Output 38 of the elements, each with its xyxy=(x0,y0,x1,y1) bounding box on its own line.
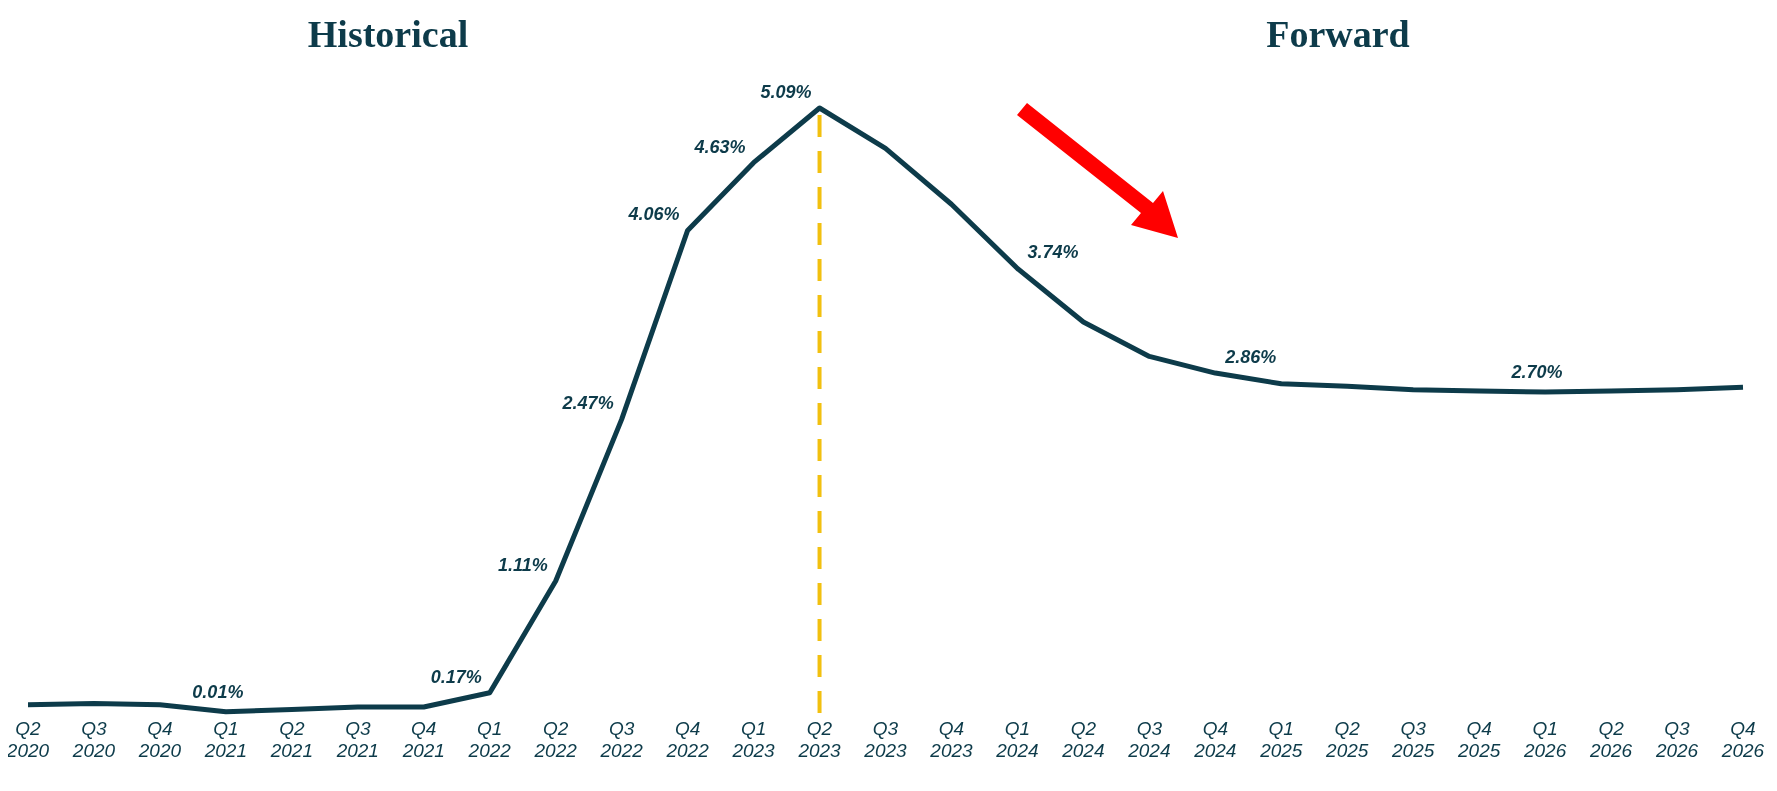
x-tick-label: Q4 2021 xyxy=(401,718,445,761)
data-label: 4.63% xyxy=(693,136,746,157)
x-tick-label: Q1 2022 xyxy=(467,718,512,761)
x-tick-label: Q3 2025 xyxy=(1391,718,1435,761)
x-tick-label: Q1 2023 xyxy=(731,718,776,761)
x-tick-label: Q2 2022 xyxy=(533,718,578,761)
data-label: 2.70% xyxy=(1510,362,1563,383)
x-tick-label: Q1 2025 xyxy=(1259,718,1303,761)
text: Historical xyxy=(306,12,470,56)
x-tick-label: Q2 2026 xyxy=(1588,718,1633,761)
data-label: 3.74% xyxy=(1027,242,1079,263)
x-tick-label: Q2 2023 xyxy=(797,718,842,761)
data-label: 2.86% xyxy=(1224,347,1277,368)
x-tick-label: Q2 2025 xyxy=(1325,718,1369,761)
data-label: 0.17% xyxy=(430,666,482,687)
x-tick-label: Q1 2026 xyxy=(1522,718,1567,761)
text: Forward xyxy=(1265,12,1411,56)
x-tick-label: Q4 2026 xyxy=(1720,718,1765,761)
x-tick-label: Q1 2021 xyxy=(203,718,248,761)
data-label: 4.06% xyxy=(627,204,680,225)
x-tick-label: Q3 2021 xyxy=(335,718,379,761)
x-tick-label: Q3 2023 xyxy=(863,718,908,761)
x-tick-label: Q3 2024 xyxy=(1127,718,1171,761)
data-label: 2.47% xyxy=(561,393,614,414)
x-tick-label: Q3 2026 xyxy=(1654,718,1699,761)
data-label: 5.09% xyxy=(760,82,812,102)
x-tick-label: Q4 2024 xyxy=(1193,718,1237,761)
x-tick-label: Q4 2022 xyxy=(665,718,710,761)
x-tick-label: Q4 2025 xyxy=(1457,718,1501,761)
x-tick-label: Q2 2024 xyxy=(1061,718,1105,761)
data-label: 0.01% xyxy=(192,681,244,702)
x-tick-label: Q1 2024 xyxy=(995,718,1039,761)
data-label: 1.11% xyxy=(497,555,548,576)
x-tick-label: Q2 2021 xyxy=(269,718,313,761)
x-tick-label: Q4 2023 xyxy=(929,718,974,761)
x-tick-label: Q3 2020 xyxy=(71,718,116,761)
x-tick-label: Q3 2022 xyxy=(599,718,644,761)
x-tick-label: Q4 2020 xyxy=(137,718,182,761)
